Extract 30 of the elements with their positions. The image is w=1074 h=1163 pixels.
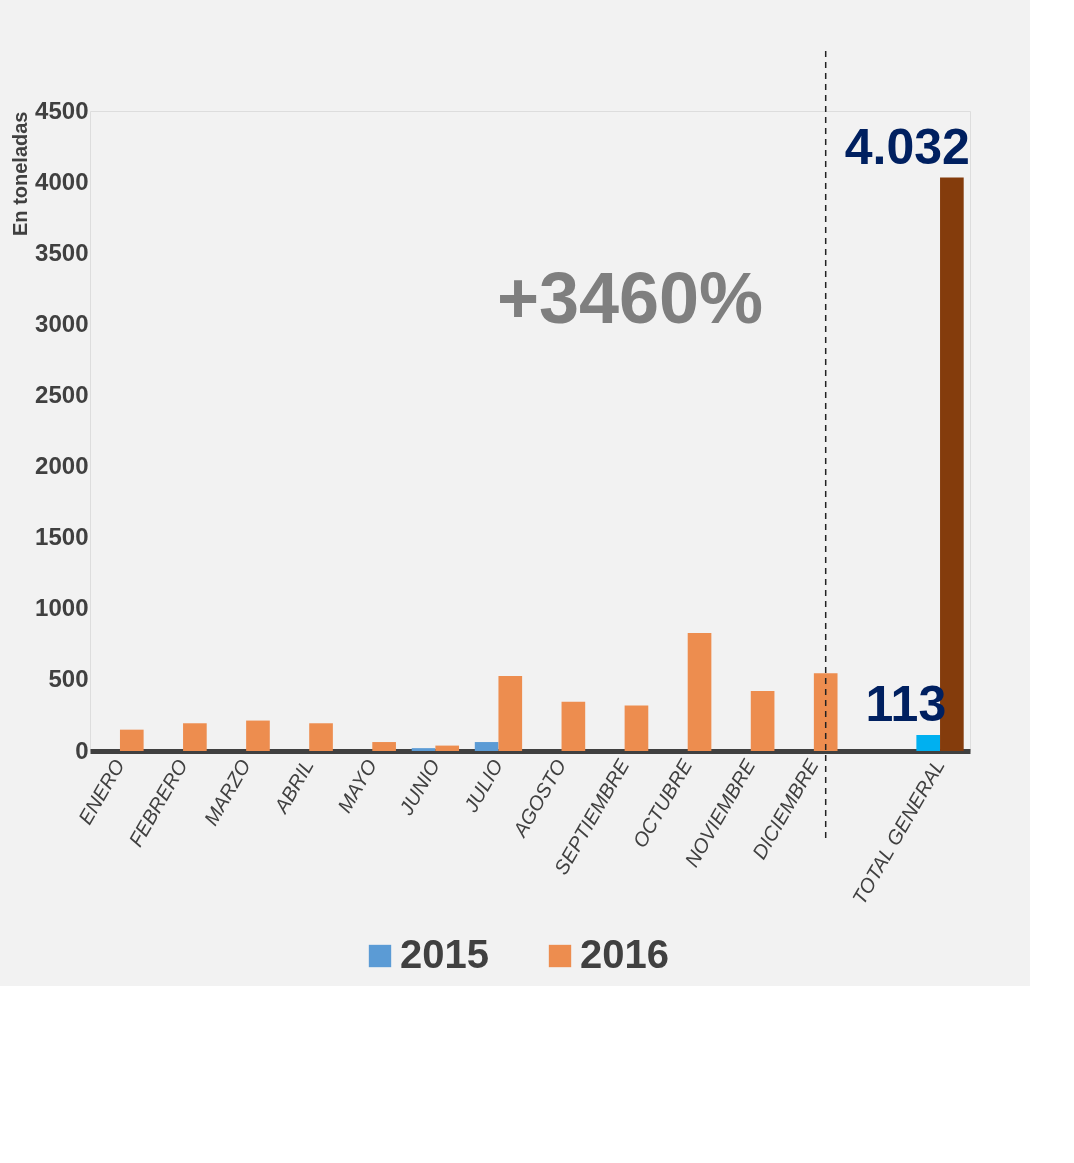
y-tick-label: 500 bbox=[48, 665, 89, 693]
bar bbox=[246, 720, 270, 751]
y-tick-label: 1000 bbox=[35, 594, 89, 622]
y-tick-label: 3500 bbox=[35, 238, 89, 266]
y-tick-label: 4500 bbox=[35, 96, 89, 124]
y-tick-label: 1500 bbox=[35, 523, 89, 551]
bar bbox=[624, 705, 649, 751]
bar bbox=[813, 673, 838, 751]
bar bbox=[183, 723, 207, 751]
legend-label: 2016 bbox=[580, 932, 669, 976]
y-tick-label: 2000 bbox=[35, 452, 89, 480]
bar bbox=[916, 734, 941, 751]
y-tick-label: 2500 bbox=[35, 380, 89, 408]
data-label: 4.032 bbox=[844, 118, 970, 175]
legend-label: 2015 bbox=[400, 932, 489, 976]
bar bbox=[411, 748, 436, 751]
y-tick-label: 4000 bbox=[35, 167, 89, 195]
bar bbox=[561, 701, 586, 751]
bar bbox=[309, 723, 333, 751]
y-tick-label: 3000 bbox=[35, 309, 89, 337]
annotation: +3460% bbox=[496, 258, 764, 338]
bar bbox=[474, 742, 499, 751]
y-tick-label: 0 bbox=[75, 736, 89, 764]
bar bbox=[687, 632, 712, 751]
y-axis-title: En toneladas bbox=[9, 111, 32, 236]
bar bbox=[498, 675, 523, 751]
bar bbox=[750, 691, 775, 751]
bar bbox=[372, 742, 396, 751]
bar bbox=[435, 745, 460, 751]
bar bbox=[119, 729, 144, 751]
